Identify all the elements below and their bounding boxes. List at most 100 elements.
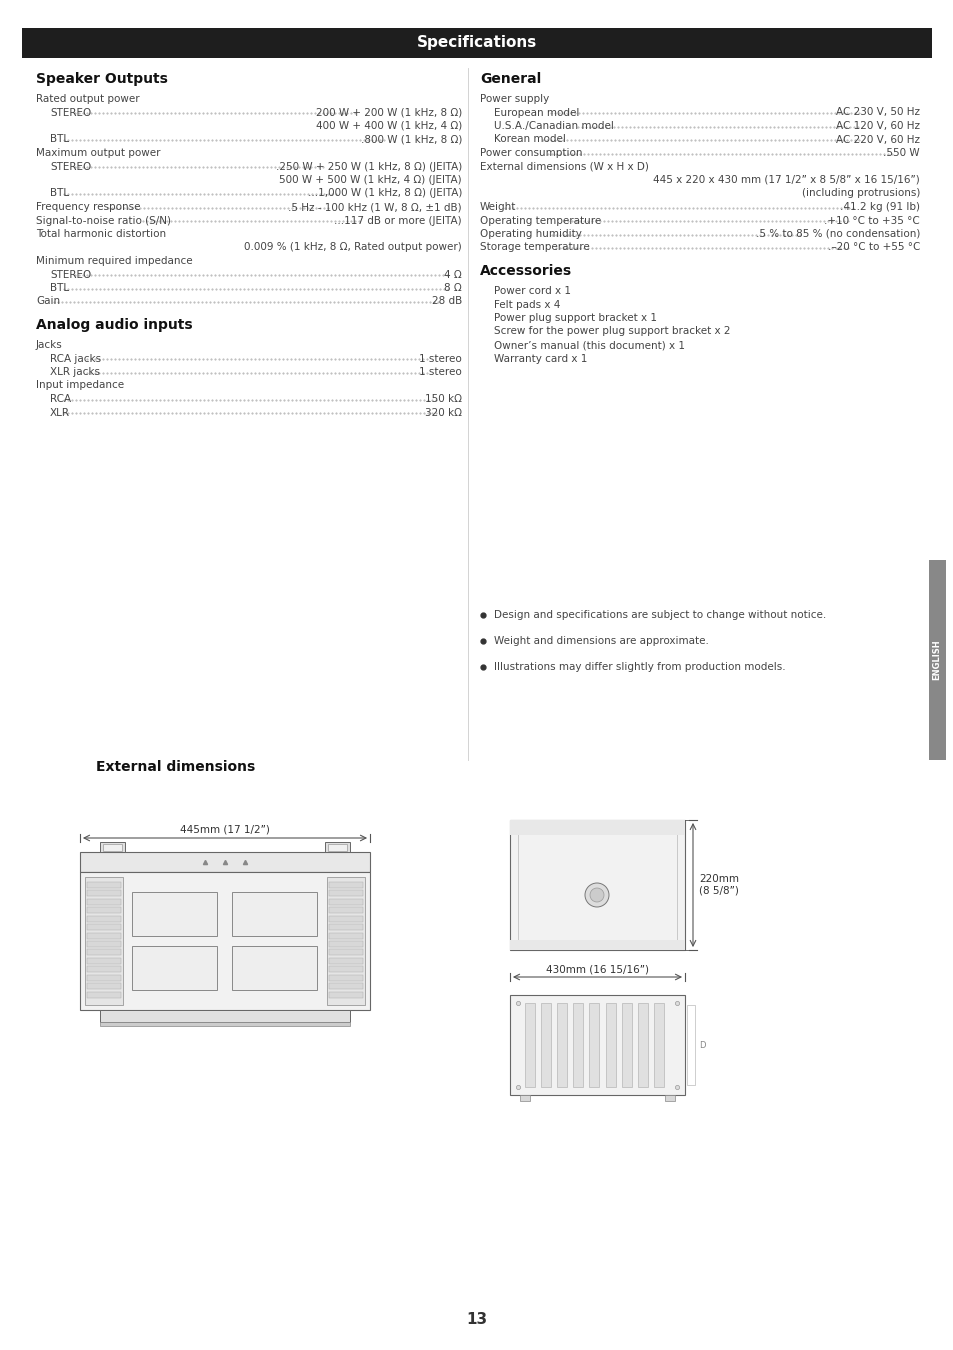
Bar	[664, 1095, 675, 1102]
Bar	[132, 892, 216, 936]
Text: 4 Ω: 4 Ω	[444, 270, 461, 279]
Bar	[329, 958, 363, 964]
Text: RCA jacks: RCA jacks	[50, 354, 101, 363]
Text: RCA: RCA	[50, 394, 71, 404]
Text: Design and specifications are subject to change without notice.: Design and specifications are subject to…	[494, 610, 825, 620]
Bar	[327, 878, 365, 1004]
Text: Specifications: Specifications	[416, 35, 537, 50]
Text: STEREO: STEREO	[50, 162, 91, 171]
Bar	[232, 946, 316, 990]
Text: 0.009 % (1 kHz, 8 Ω, Rated output power): 0.009 % (1 kHz, 8 Ω, Rated output power)	[244, 243, 461, 252]
Bar	[510, 940, 684, 950]
Text: Screw for the power plug support bracket x 2: Screw for the power plug support bracket…	[494, 327, 730, 336]
Text: .–20 °C to +55 °C: .–20 °C to +55 °C	[827, 243, 919, 252]
Text: XLR: XLR	[50, 408, 70, 417]
Bar	[87, 983, 121, 990]
Text: STEREO: STEREO	[50, 108, 91, 117]
Text: Illustrations may differ slightly from production models.: Illustrations may differ slightly from p…	[494, 662, 785, 672]
Text: Weight: Weight	[479, 202, 516, 212]
Text: 200 W + 200 W (1 kHz, 8 Ω): 200 W + 200 W (1 kHz, 8 Ω)	[315, 108, 461, 117]
Bar	[540, 1003, 551, 1087]
Bar	[87, 882, 121, 888]
Text: BTL: BTL	[50, 284, 69, 293]
Text: Warranty card x 1: Warranty card x 1	[494, 354, 587, 363]
Text: 320 kΩ: 320 kΩ	[424, 408, 461, 417]
Text: Felt pads x 4: Felt pads x 4	[494, 300, 559, 309]
Text: Power supply: Power supply	[479, 95, 549, 104]
Text: Signal-to-noise ratio (S/N): Signal-to-noise ratio (S/N)	[36, 216, 171, 225]
Bar	[329, 991, 363, 998]
Bar	[87, 967, 121, 972]
Text: European model: European model	[494, 108, 578, 117]
Text: 1 stereo: 1 stereo	[418, 354, 461, 363]
Bar	[100, 1010, 350, 1022]
Bar	[87, 933, 121, 938]
Bar	[329, 983, 363, 990]
Bar	[573, 1003, 582, 1087]
Text: BTL: BTL	[50, 135, 69, 144]
Bar	[80, 852, 370, 872]
Bar	[653, 1003, 663, 1087]
Text: General: General	[479, 72, 540, 86]
Bar	[517, 828, 677, 942]
Text: U.S.A./Canadian model: U.S.A./Canadian model	[494, 122, 613, 131]
Text: 445 x 220 x 430 mm (17 1/2” x 8 5/8” x 16 15/16”): 445 x 220 x 430 mm (17 1/2” x 8 5/8” x 1…	[653, 176, 919, 185]
Bar	[325, 842, 350, 852]
Text: ...1,000 W (1 kHz, 8 Ω) (JEITA): ...1,000 W (1 kHz, 8 Ω) (JEITA)	[307, 189, 461, 198]
Text: .+10 °C to +35 °C: .+10 °C to +35 °C	[823, 216, 919, 225]
Text: 445mm (17 1/2”): 445mm (17 1/2”)	[180, 825, 270, 836]
Text: ...117 dB or more (JEITA): ...117 dB or more (JEITA)	[334, 216, 461, 225]
Text: Total harmonic distortion: Total harmonic distortion	[36, 230, 166, 239]
Bar	[329, 891, 363, 896]
Bar	[686, 1004, 695, 1085]
Bar	[87, 991, 121, 998]
Text: D: D	[699, 1041, 705, 1049]
Bar	[928, 560, 945, 760]
Text: .550 W: .550 W	[882, 148, 919, 158]
Bar	[87, 925, 121, 930]
Text: Power consumption: Power consumption	[479, 148, 582, 158]
Text: Weight and dimensions are approximate.: Weight and dimensions are approximate.	[494, 636, 708, 647]
Text: Owner’s manual (this document) x 1: Owner’s manual (this document) x 1	[494, 340, 684, 350]
Text: Speaker Outputs: Speaker Outputs	[36, 72, 168, 86]
Bar	[557, 1003, 567, 1087]
Text: Power cord x 1: Power cord x 1	[494, 286, 571, 296]
Text: .41.2 kg (91 lb): .41.2 kg (91 lb)	[840, 202, 919, 212]
Bar	[329, 975, 363, 980]
Circle shape	[584, 883, 608, 907]
Text: 400 W + 400 W (1 kHz, 4 Ω): 400 W + 400 W (1 kHz, 4 Ω)	[315, 122, 461, 131]
Text: Frequency response: Frequency response	[36, 202, 140, 212]
Text: AC 120 V, 60 Hz: AC 120 V, 60 Hz	[835, 122, 919, 131]
Text: .5 Hz - 100 kHz (1 W, 8 Ω, ±1 dB): .5 Hz - 100 kHz (1 W, 8 Ω, ±1 dB)	[288, 202, 461, 212]
Text: Operating temperature: Operating temperature	[479, 216, 600, 225]
Text: Minimum required impedance: Minimum required impedance	[36, 256, 193, 266]
Bar	[100, 1022, 350, 1026]
Bar	[329, 915, 363, 922]
Text: .800 W (1 kHz, 8 Ω): .800 W (1 kHz, 8 Ω)	[360, 135, 461, 144]
Text: AC 220 V, 60 Hz: AC 220 V, 60 Hz	[835, 135, 919, 144]
Bar	[87, 899, 121, 904]
Bar	[329, 882, 363, 888]
Bar	[87, 949, 121, 956]
Text: Operating humidity: Operating humidity	[479, 230, 581, 239]
Bar	[519, 1095, 530, 1102]
Bar	[329, 941, 363, 946]
Text: 500 W + 500 W (1 kHz, 4 Ω) (JEITA): 500 W + 500 W (1 kHz, 4 Ω) (JEITA)	[279, 176, 461, 185]
Text: .250 W + 250 W (1 kHz, 8 Ω) (JEITA): .250 W + 250 W (1 kHz, 8 Ω) (JEITA)	[275, 162, 461, 171]
Text: XLR jacks: XLR jacks	[50, 367, 100, 377]
Text: 430mm (16 15/16”): 430mm (16 15/16”)	[545, 964, 648, 973]
Text: (including protrusions): (including protrusions)	[801, 189, 919, 198]
Text: Gain: Gain	[36, 297, 60, 306]
Bar	[329, 925, 363, 930]
Text: Input impedance: Input impedance	[36, 381, 124, 390]
Bar	[510, 819, 684, 836]
Text: STEREO: STEREO	[50, 270, 91, 279]
Text: Analog audio inputs: Analog audio inputs	[36, 319, 193, 332]
Bar	[22, 28, 931, 58]
Bar	[100, 842, 125, 852]
Text: AC 230 V, 50 Hz: AC 230 V, 50 Hz	[835, 108, 919, 117]
Text: External dimensions: External dimensions	[96, 760, 255, 774]
Text: Korean model: Korean model	[494, 135, 565, 144]
Bar	[87, 975, 121, 980]
Bar	[103, 844, 122, 850]
